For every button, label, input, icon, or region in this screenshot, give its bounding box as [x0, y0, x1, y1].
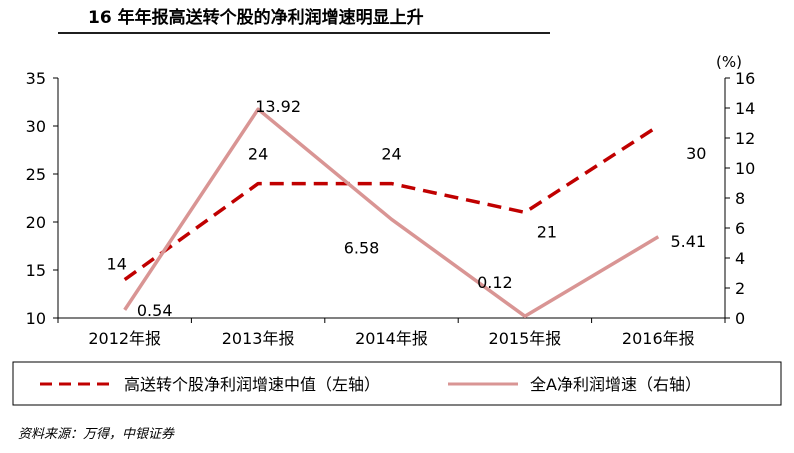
- left-tick-label: 35: [26, 69, 46, 88]
- right-tick-label: 16: [735, 69, 755, 88]
- source-note: 资料来源：万得，中银证券: [18, 427, 175, 442]
- legend-label-right-series: 全A净利润增速（右轴）: [530, 375, 701, 394]
- series-line-left-dashed: [123, 124, 660, 282]
- data-label-right-series: 0.54: [137, 301, 173, 320]
- x-tick-label: 2013年报: [222, 329, 295, 348]
- data-label-right-series: 13.92: [255, 97, 301, 116]
- x-tick-label: 2016年报: [622, 329, 695, 348]
- data-label-right-series: 6.58: [344, 238, 380, 257]
- right-tick-label: 14: [735, 99, 755, 118]
- data-label-left-series: 24: [381, 145, 401, 164]
- x-axis-ticks: 2012年报 2013年报 2014年报 2015年报 2016年报: [57, 318, 726, 348]
- data-label-left-series: 24: [248, 145, 268, 164]
- left-tick-label: 20: [26, 213, 46, 232]
- right-axis-unit: (%): [716, 53, 742, 71]
- right-tick-label: 10: [735, 159, 755, 178]
- data-label-right-series: 5.41: [670, 232, 706, 251]
- right-tick-label: 8: [735, 189, 745, 208]
- legend-label-left-series: 高送转个股净利润增速中值（左轴）: [124, 375, 380, 394]
- x-tick-label: 2012年报: [88, 329, 161, 348]
- left-axis-ticks: 10 15 20 25 30 35: [26, 69, 58, 328]
- data-label-left-series: 21: [537, 222, 557, 241]
- data-label-right-series: 0.12: [477, 273, 513, 292]
- series-lines: [123, 107, 660, 318]
- left-tick-label: 30: [26, 117, 46, 136]
- left-tick-label: 10: [26, 309, 46, 328]
- left-tick-label: 15: [26, 261, 46, 280]
- right-tick-label: 0: [735, 309, 745, 328]
- right-tick-label: 2: [735, 279, 745, 298]
- left-tick-label: 25: [26, 165, 46, 184]
- series-line-right-solid: [123, 107, 660, 318]
- right-tick-label: 12: [735, 129, 755, 148]
- right-tick-label: 4: [735, 249, 745, 268]
- x-tick-label: 2014年报: [355, 329, 428, 348]
- chart-title: 16 年年报高送转个股的净利润增速明显上升: [88, 7, 424, 28]
- data-label-left-series: 14: [107, 255, 127, 274]
- right-tick-label: 6: [735, 219, 745, 238]
- legend-box: [12, 361, 782, 406]
- data-labels: 14 24 24 21 30 0.54 13.92 6.58 0.12 5.41: [107, 97, 707, 320]
- x-tick-label: 2015年报: [489, 329, 562, 348]
- data-label-left-series: 30: [686, 144, 706, 163]
- right-axis-ticks: 0 2 4 6 8 10 12 14 16: [725, 69, 755, 328]
